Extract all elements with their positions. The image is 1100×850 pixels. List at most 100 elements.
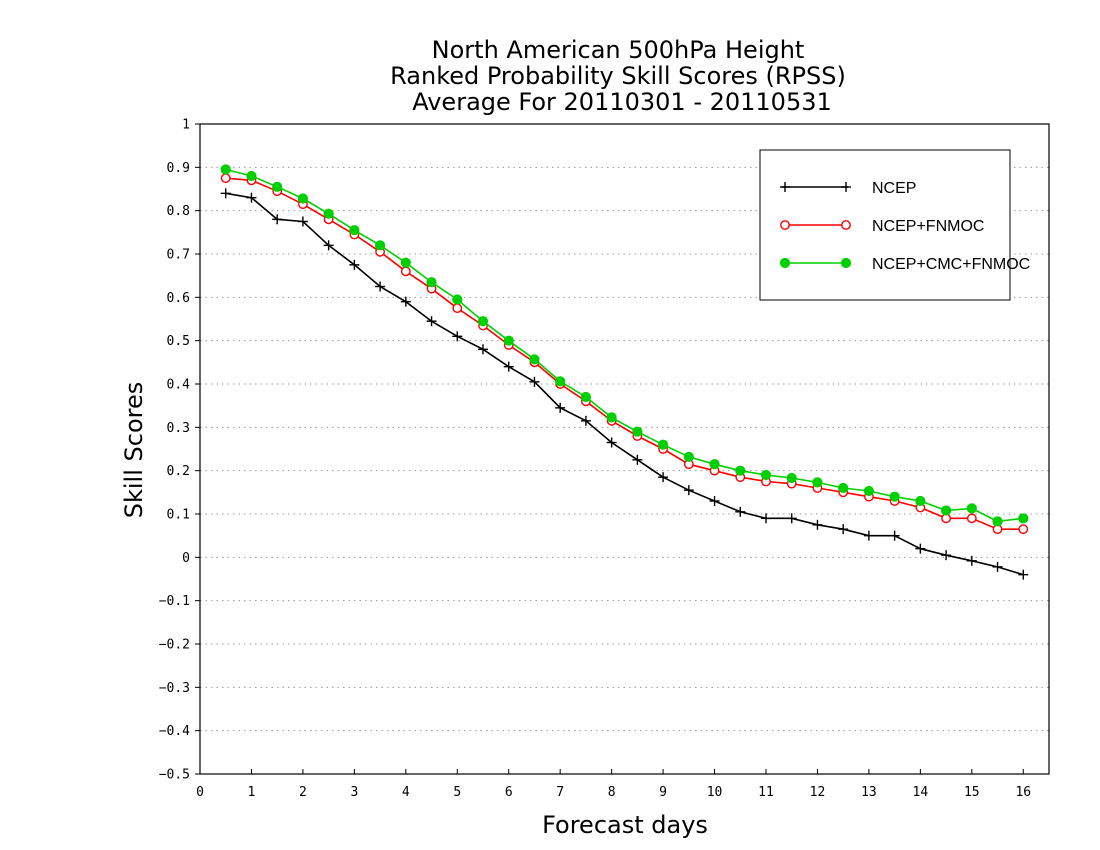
y-tick-label: 0.4 <box>167 378 191 393</box>
data-point <box>580 415 591 426</box>
data-point <box>452 331 463 342</box>
x-tick-label: 3 <box>350 785 358 800</box>
data-point <box>220 173 231 184</box>
legend-marker <box>841 220 851 230</box>
data-point <box>297 216 308 227</box>
data-point <box>992 561 1003 572</box>
y-tick-label: −0.5 <box>159 768 190 783</box>
data-point <box>941 550 952 561</box>
legend-marker <box>841 182 851 192</box>
y-tick-label: 0 <box>182 551 190 566</box>
y-tick-label: 0.5 <box>167 334 190 349</box>
series-ncep <box>220 188 1029 580</box>
data-point <box>709 496 720 506</box>
x-tick-label: 14 <box>913 785 929 800</box>
data-point <box>632 454 643 465</box>
data-point <box>761 513 771 524</box>
data-point <box>580 391 592 403</box>
data-point <box>812 519 823 530</box>
x-tick-label: 9 <box>659 785 667 800</box>
data-point <box>812 477 823 488</box>
y-tick-label: 0.6 <box>167 291 190 306</box>
data-point <box>658 472 669 483</box>
series-ncep-cmc-fnmoc <box>220 164 1029 527</box>
data-point <box>940 505 952 516</box>
x-tick-label: 10 <box>707 785 723 800</box>
data-point <box>529 376 540 387</box>
x-tick-label: 16 <box>1015 785 1031 800</box>
data-point <box>297 193 309 204</box>
legend-entry-ncep-fnmoc: NCEP+FNMOC <box>780 218 984 235</box>
y-tick-label: 0.3 <box>167 421 190 436</box>
data-point <box>606 437 617 448</box>
data-point <box>966 555 977 566</box>
y-tick-label: 0.8 <box>167 204 190 219</box>
data-point <box>478 344 488 355</box>
data-point <box>632 426 643 437</box>
data-point <box>709 459 720 470</box>
data-point <box>838 524 849 535</box>
x-tick-label: 15 <box>964 785 980 800</box>
y-tick-label: 1 <box>182 118 190 133</box>
legend-label: NCEP+FNMOC <box>872 218 984 235</box>
data-point <box>323 208 334 219</box>
data-point <box>1018 524 1029 535</box>
data-point <box>426 316 437 327</box>
legend-marker <box>780 220 790 230</box>
y-tick-label: 0.2 <box>167 464 190 479</box>
x-tick-label: 11 <box>758 785 774 800</box>
data-point <box>272 214 283 225</box>
legend-entry-ncep-cmc-fnmoc: NCEP+CMC+FNMOC <box>779 256 1030 273</box>
data-point <box>220 164 231 175</box>
data-point <box>915 495 926 507</box>
data-point <box>992 516 1003 527</box>
data-point <box>555 376 566 387</box>
data-point <box>838 482 849 494</box>
y-tick-label: −0.3 <box>159 681 190 696</box>
legend-label: NCEP+CMC+FNMOC <box>872 256 1030 273</box>
data-point <box>220 188 231 199</box>
x-tick-label: 7 <box>556 785 564 800</box>
x-tick-label: 5 <box>453 785 461 800</box>
data-point <box>452 294 463 305</box>
x-axis-title: Forecast days <box>542 811 708 839</box>
legend: NCEP NCEP+FNMOC NCEP+CMC+FNMOC <box>759 149 1030 301</box>
data-point <box>400 296 411 307</box>
data-point <box>657 439 669 450</box>
data-point <box>786 513 797 524</box>
data-point <box>606 412 617 423</box>
data-point <box>272 181 283 192</box>
y-tick-label: −0.4 <box>159 724 190 739</box>
data-point <box>323 240 334 251</box>
legend-marker <box>779 257 791 269</box>
gridlines <box>200 166 1049 732</box>
legend-entry-ncep: NCEP <box>780 180 916 197</box>
data-point <box>786 472 797 484</box>
data-point <box>400 257 411 268</box>
x-tick-label: 0 <box>196 785 204 800</box>
x-tick-label: 6 <box>505 785 513 800</box>
data-point <box>889 530 900 541</box>
x-tick-label: 2 <box>299 785 307 800</box>
x-tick-label: 13 <box>861 785 877 800</box>
data-point <box>760 469 772 481</box>
title-line-3: Average For 20110301 - 20110531 <box>412 88 832 116</box>
x-tick-label: 8 <box>608 785 616 800</box>
data-point <box>683 451 694 462</box>
data-point <box>503 361 514 372</box>
y-tick-label: −0.2 <box>159 638 190 653</box>
data-point <box>735 465 746 476</box>
data-point <box>863 530 874 541</box>
data-point <box>426 277 437 288</box>
legend-marker <box>840 257 852 269</box>
data-point <box>889 491 900 502</box>
axis-ticks: 1 0.9 0.8 0.7 0.6 0.5 0.4 0.3 0.2 0.1 0 −0.1 −0.2 −0.… <box>159 118 1031 801</box>
data-point <box>966 503 977 514</box>
data-point <box>555 402 566 413</box>
data-point <box>863 485 875 497</box>
x-tick-label: 12 <box>810 785 826 800</box>
data-point <box>915 543 926 554</box>
title-line-2: Ranked Probability Skill Scores (RPSS) <box>390 62 846 90</box>
y-axis-title: Skill Scores <box>120 382 148 519</box>
